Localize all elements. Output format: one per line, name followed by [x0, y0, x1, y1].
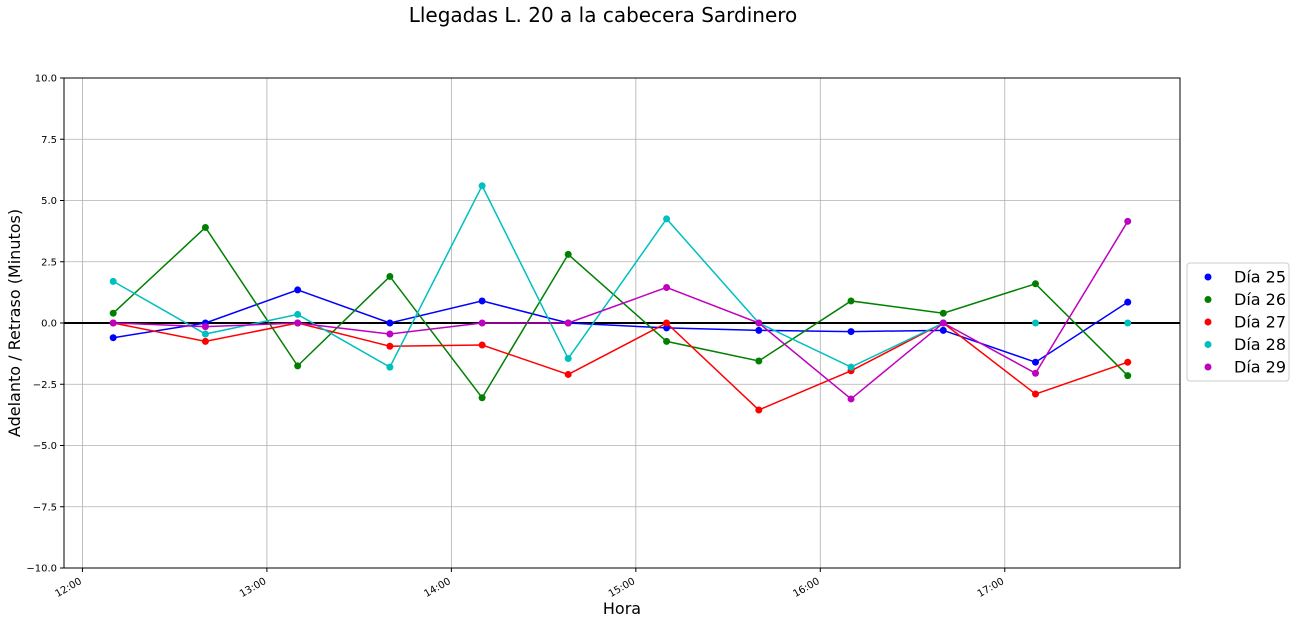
- data-point: [1032, 358, 1040, 366]
- legend-marker: [1204, 341, 1212, 348]
- data-point: [847, 297, 855, 305]
- legend: Día 25 Día 26 Día 27 Día 28 Día 29: [1186, 262, 1290, 382]
- data-point: [939, 319, 947, 327]
- data-point: [1124, 319, 1132, 327]
- data-point: [478, 394, 486, 402]
- y-tick-label: −2.5: [33, 380, 57, 391]
- legend-marker: [1204, 296, 1212, 303]
- data-point: [939, 326, 947, 334]
- chart-title: Llegadas L. 20 a la cabecera Sardinero: [409, 3, 798, 27]
- data-point: [201, 337, 209, 345]
- data-point: [847, 395, 855, 403]
- data-point: [294, 310, 302, 318]
- legend-label: Día 27: [1234, 313, 1286, 332]
- data-point: [1032, 319, 1040, 327]
- series-line: [112, 226, 1129, 400]
- data-point: [386, 330, 394, 338]
- data-point: [386, 272, 394, 280]
- data-point: [386, 363, 394, 371]
- data-point: [478, 341, 486, 349]
- data-point: [755, 357, 763, 365]
- data-point: [564, 370, 572, 378]
- series-line: [113, 322, 1128, 411]
- legend-label: Día 28: [1234, 335, 1286, 354]
- data-point: [1032, 280, 1040, 288]
- data-point: [386, 342, 394, 350]
- data-point: [663, 337, 671, 345]
- data-point: [478, 182, 486, 190]
- data-point: [663, 319, 671, 327]
- data-point: [755, 319, 763, 327]
- data-point: [564, 319, 572, 327]
- data-point: [201, 330, 209, 338]
- data-point: [663, 215, 671, 223]
- legend-marker: [1204, 273, 1212, 281]
- series-layer: [109, 182, 1132, 414]
- legend-marker: [1204, 363, 1212, 371]
- legend-marker: [1204, 318, 1212, 326]
- legend-label: Día 26: [1234, 290, 1286, 309]
- data-point: [847, 328, 855, 336]
- data-point: [755, 406, 763, 414]
- data-point: [478, 297, 486, 305]
- y-axis-label: Adelanto / Retraso (Minutos): [5, 209, 24, 437]
- data-point: [1032, 369, 1040, 377]
- data-point: [663, 283, 671, 291]
- data-point: [109, 309, 117, 317]
- y-tick-label: 5.0: [41, 196, 57, 207]
- data-point: [201, 223, 209, 231]
- data-point: [109, 334, 117, 342]
- data-point: [1124, 358, 1132, 366]
- data-point: [564, 355, 572, 363]
- series-5: [109, 217, 1132, 403]
- data-point: [201, 323, 209, 331]
- data-point: [564, 250, 572, 258]
- legend-frame: [1186, 262, 1290, 382]
- data-point: [1124, 298, 1132, 306]
- series-line: [113, 220, 1129, 400]
- data-point: [109, 319, 117, 327]
- data-point: [847, 363, 855, 371]
- y-tick-label: 0.0: [41, 319, 57, 330]
- data-point: [663, 324, 671, 332]
- data-point: [109, 277, 117, 285]
- data-point: [1124, 217, 1132, 225]
- legend-label: Día 29: [1234, 358, 1286, 377]
- y-tick-label: 2.5: [41, 257, 57, 268]
- y-tick-label: −7.5: [33, 502, 57, 513]
- data-point: [478, 319, 486, 327]
- data-point: [386, 319, 394, 327]
- data-point: [1032, 390, 1040, 398]
- y-tick-label: 7.5: [41, 135, 57, 146]
- data-point: [1124, 372, 1132, 380]
- data-point: [294, 362, 302, 370]
- y-tick-label: 10.0: [35, 74, 57, 85]
- y-tick-label: −5.0: [33, 441, 57, 452]
- y-axis: 10.0 7.5 5.0 2.5 0.0 −2.5 −5.0 −7.5 −10.0: [26, 74, 64, 575]
- data-point: [755, 326, 763, 334]
- data-point: [294, 319, 302, 327]
- data-point: [939, 309, 947, 317]
- data-point: [294, 286, 302, 294]
- x-axis-label: Hora: [603, 599, 641, 618]
- y-tick-label: −10.0: [26, 564, 57, 575]
- series-2: [109, 223, 1132, 402]
- legend-label: Día 25: [1234, 268, 1286, 287]
